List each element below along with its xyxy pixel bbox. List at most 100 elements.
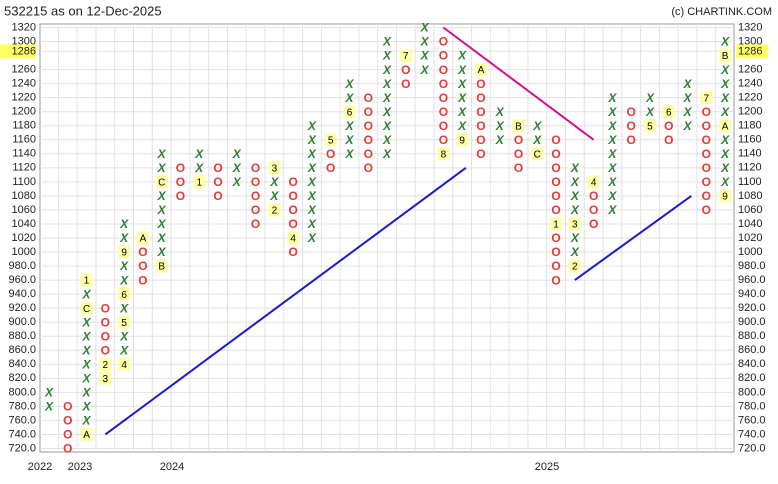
o-box: O	[251, 217, 260, 231]
o-box: O	[401, 63, 410, 77]
x-box: X	[457, 77, 467, 91]
x-box: X	[532, 133, 542, 147]
y-tick-label: 1040	[12, 218, 36, 230]
x-box: X	[683, 105, 693, 119]
o-box: O	[589, 203, 598, 217]
y-tick-label-right: 1180	[738, 120, 762, 132]
month-box: 5	[647, 121, 653, 132]
y-tick-label-right: 1260	[738, 64, 762, 76]
month-box-bg	[287, 231, 300, 245]
x-box: X	[720, 63, 730, 77]
o-box: O	[251, 203, 260, 217]
y-tick-label: 1080	[12, 190, 36, 202]
month-box-bg	[80, 427, 93, 441]
o-box: O	[439, 35, 448, 49]
y-tick-label: 880.0	[8, 330, 36, 342]
x-box: X	[157, 147, 167, 161]
x-box: X	[157, 217, 167, 231]
y-tick-label-right: 800.0	[738, 386, 766, 398]
o-box: O	[551, 231, 560, 245]
o-box: O	[63, 414, 72, 428]
month-box: 9	[121, 248, 127, 259]
x-box: X	[607, 161, 617, 175]
x-box: X	[720, 105, 730, 119]
o-box: O	[627, 105, 636, 119]
x-box: X	[194, 147, 204, 161]
month-box: 9	[459, 135, 465, 146]
x-box: X	[157, 189, 167, 203]
x-box: X	[570, 189, 580, 203]
o-box: O	[251, 175, 260, 189]
month-box: A	[83, 430, 90, 441]
x-box: X	[344, 77, 354, 91]
month-box: 9	[722, 192, 728, 203]
month-box: 3	[572, 220, 578, 231]
o-box: O	[101, 329, 110, 343]
y-tick-label: 920.0	[8, 302, 36, 314]
o-box: O	[551, 273, 560, 287]
month-box: C	[83, 304, 90, 315]
x-box: X	[683, 77, 693, 91]
y-tick-label: 720.0	[8, 442, 36, 454]
y-tick-label: 900.0	[8, 316, 36, 328]
x-box: X	[82, 371, 92, 385]
y-tick-label: 1200	[12, 106, 36, 118]
y-tick-label-right: 920.0	[738, 302, 766, 314]
plot: XXOOOOAXXXXXXXXCX132OOOO4XX5X6XX9XXOOOAB…	[44, 21, 732, 456]
x-box: X	[232, 175, 242, 189]
month-box-bg	[324, 133, 337, 147]
month-box: A	[478, 65, 485, 76]
x-box: X	[269, 175, 279, 189]
y-tick-label: 820.0	[8, 372, 36, 384]
o-column: OOO	[213, 161, 222, 203]
x-box: X	[157, 231, 167, 245]
x-box: X	[495, 105, 505, 119]
month-box: 6	[121, 290, 127, 301]
y-tick-label: 800.0	[8, 386, 36, 398]
month-box-bg	[719, 49, 732, 63]
y-tick-label-right: 1040	[738, 218, 762, 230]
month-box-bg	[568, 259, 581, 273]
o-box: O	[702, 133, 711, 147]
y-tick-label-right: 940.0	[738, 288, 766, 300]
y-tick-label-right: 1120	[738, 162, 762, 174]
o-box: O	[251, 161, 260, 175]
x-box: X	[119, 273, 129, 287]
o-box: O	[551, 175, 560, 189]
trendline	[442, 26, 595, 141]
o-box: O	[627, 133, 636, 147]
x-box: X	[82, 357, 92, 371]
o-column: OOO	[176, 161, 185, 203]
o-box: O	[476, 119, 485, 133]
x-box: X	[82, 315, 92, 329]
month-box-bg	[437, 147, 450, 161]
x-box: X	[344, 91, 354, 105]
x-box: X	[82, 329, 92, 343]
o-box: O	[551, 133, 560, 147]
x-box: X	[570, 175, 580, 189]
x-box: X	[157, 203, 167, 217]
o-box: O	[439, 119, 448, 133]
y-tick-label-right: 880.0	[738, 330, 766, 342]
month-box: 7	[403, 51, 409, 62]
y-tick-label-right: 720.0	[738, 442, 766, 454]
x-box: X	[720, 133, 730, 147]
month-box-bg	[719, 189, 732, 203]
x-box: X	[607, 175, 617, 189]
x-box: X	[420, 63, 430, 77]
x-box: X	[119, 231, 129, 245]
month-box-bg	[268, 203, 281, 217]
x-column: XXX	[495, 105, 505, 147]
y-tick-label: 1180	[12, 120, 36, 132]
o-box: O	[439, 49, 448, 63]
month-box: 3	[272, 163, 278, 174]
o-box: O	[476, 91, 485, 105]
x-box: X	[532, 119, 542, 133]
